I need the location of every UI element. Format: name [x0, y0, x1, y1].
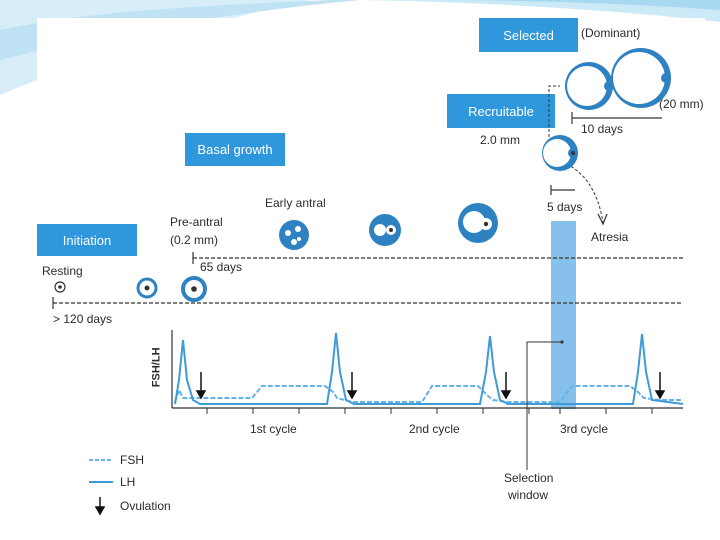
dominant-label: (Dominant): [581, 26, 641, 40]
top-right-swoosh-accent: [430, 0, 720, 10]
antral-follicle-2: [458, 203, 498, 243]
stage-recruitable-label: Recruitable: [468, 103, 534, 119]
atresia-label: Atresia: [591, 230, 629, 244]
stage-basal-growth-box: Basal growth: [185, 133, 285, 166]
antral-follicle-1: [369, 214, 401, 246]
pre-antral-follicle: [181, 276, 207, 302]
legend-ovulation-arrow: [94, 497, 106, 516]
primary-follicle: [136, 277, 158, 299]
selection-window-band: [551, 221, 576, 409]
ovulation-arrow-4: [654, 372, 666, 400]
ovulation-arrow-1: [195, 372, 207, 400]
pre-antral-label: Pre-antral: [170, 215, 223, 229]
dominant-follicle: [611, 48, 671, 108]
ovulation-arrow-3: [500, 372, 512, 400]
recruitment-dashed-path: [548, 85, 560, 137]
fsh-curve: [174, 385, 683, 403]
resting-follicle: [54, 281, 66, 293]
cycle-3-label: 3rd cycle: [560, 422, 609, 436]
stage-basal-growth-label: Basal growth: [197, 142, 273, 157]
stage-initiation-box: Initiation: [37, 224, 137, 256]
top-right-swoosh: [360, 0, 720, 22]
legend-fsh-label: FSH: [120, 453, 144, 467]
selection-window-pointer-dot: [560, 340, 564, 344]
stage-selected-label: Selected: [503, 27, 554, 43]
stage-selected-box: Selected: [479, 18, 578, 52]
legend-ovulation-label: Ovulation: [120, 499, 171, 513]
chart-x-ticks: [206, 408, 653, 414]
y-axis-label: FSH/LH: [150, 347, 163, 388]
legend-lh-label: LH: [120, 475, 136, 489]
selection-window-pointer: [526, 341, 562, 470]
over-120-days-label: > 120 days: [53, 312, 113, 326]
ovulation-arrow-2: [346, 372, 358, 400]
cycle-2-label: 2nd cycle: [409, 422, 460, 436]
five-days-label: 5 days: [547, 200, 583, 214]
selected-follicle: [565, 62, 614, 110]
pre-antral-size-label: (0.2 mm): [170, 233, 218, 247]
atresia-arrowhead: [597, 213, 608, 226]
early-antral-label: Early antral: [265, 196, 326, 210]
ten-days-label: 10 days: [581, 122, 624, 136]
recruitable-follicle: [542, 135, 578, 171]
size-20mm-label: (20 mm): [659, 97, 704, 111]
size-2mm-label: 2.0 mm: [480, 133, 521, 147]
stage-initiation-label: Initiation: [62, 232, 112, 248]
cycle-1-label: 1st cycle: [250, 422, 297, 436]
sixty-five-days-label: 65 days: [200, 260, 243, 274]
selection-window-label-2: window: [508, 488, 549, 502]
resting-label: Resting: [42, 264, 83, 278]
stage-recruitable-box: Recruitable: [447, 94, 555, 128]
selection-window-label-1: Selection: [504, 471, 554, 485]
early-antral-follicle: [279, 220, 309, 250]
lh-curve: [174, 332, 684, 405]
